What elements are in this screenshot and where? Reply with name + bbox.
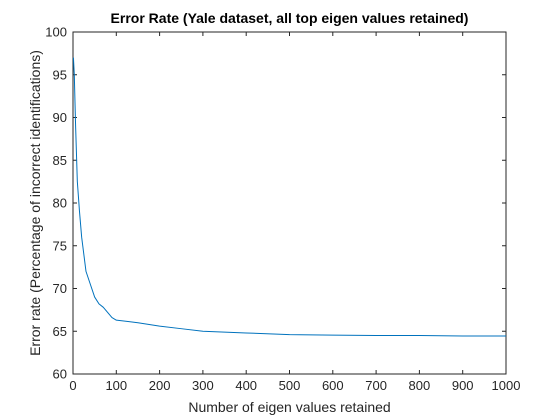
- x-tick-label: 600: [322, 378, 344, 393]
- x-tick-label: 500: [279, 378, 301, 393]
- x-axis: 0 100 200 300 400 500 600 700 800 900 1000: [69, 32, 520, 393]
- series-group: [72, 57, 506, 337]
- y-tick-label: 95: [53, 67, 67, 82]
- y-tick-label: 70: [53, 281, 67, 296]
- y-tick-label: 90: [53, 110, 67, 125]
- plot-area: [72, 31, 507, 375]
- y-axis-title: Error rate (Percentage of incorrect iden…: [27, 50, 43, 356]
- x-tick-label: 800: [409, 378, 431, 393]
- y-tick-label: 85: [53, 153, 67, 168]
- x-tick-label: 1000: [492, 378, 521, 393]
- x-tick-label: 700: [365, 378, 387, 393]
- y-tick-label: 75: [53, 238, 67, 253]
- y-tick-label: 65: [53, 324, 67, 339]
- x-tick-label: 900: [452, 378, 474, 393]
- x-tick-label: 0: [69, 378, 76, 393]
- x-tick-label: 100: [105, 378, 127, 393]
- x-tick-label: 200: [149, 378, 171, 393]
- y-axis: 60 65 70 75 80 85 90 95 100: [45, 25, 506, 382]
- y-tick-label: 100: [45, 25, 67, 40]
- chart-title: Error Rate (Yale dataset, all top eigen …: [111, 10, 469, 26]
- series-line-1: [72, 57, 506, 337]
- x-tick-label: 400: [235, 378, 257, 393]
- x-tick-label: 300: [192, 378, 214, 393]
- y-tick-label: 80: [53, 196, 67, 211]
- x-axis-title: Number of eigen values retained: [188, 399, 390, 415]
- y-tick-label: 60: [53, 367, 67, 382]
